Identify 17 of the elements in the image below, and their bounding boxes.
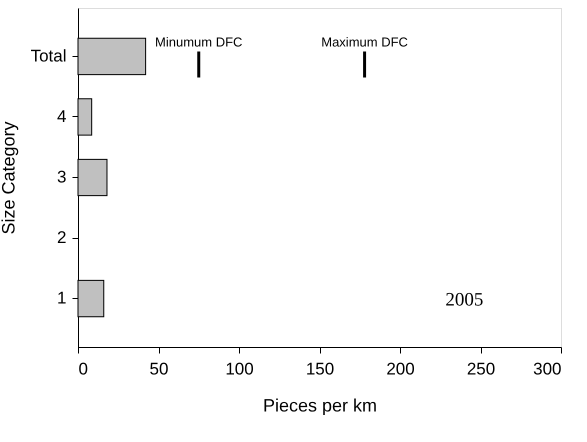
y-axis-title: Size Category	[0, 121, 19, 235]
annotation: 2005	[445, 290, 484, 311]
x-tick-label: 150	[306, 360, 334, 378]
x-axis-title: Pieces per km	[262, 396, 378, 416]
x-tick-label: 0	[78, 360, 88, 378]
y-tick-label: 1	[57, 288, 66, 308]
x-tick-label: 300	[533, 360, 562, 378]
ref-line-label: Minumum DFC	[155, 34, 242, 50]
y-tick-label: 2	[57, 228, 66, 248]
x-tick-label: 50	[150, 360, 168, 378]
x-tick-label: 250	[466, 360, 496, 378]
x-tick-label: 100	[225, 360, 254, 378]
ref-line-label: Maximum DFC	[321, 34, 408, 50]
y-tick-label: Total	[30, 46, 66, 66]
x-tick-label: 200	[386, 360, 415, 378]
y-tick-label: 4	[57, 106, 66, 126]
y-tick-label: 3	[57, 168, 66, 186]
